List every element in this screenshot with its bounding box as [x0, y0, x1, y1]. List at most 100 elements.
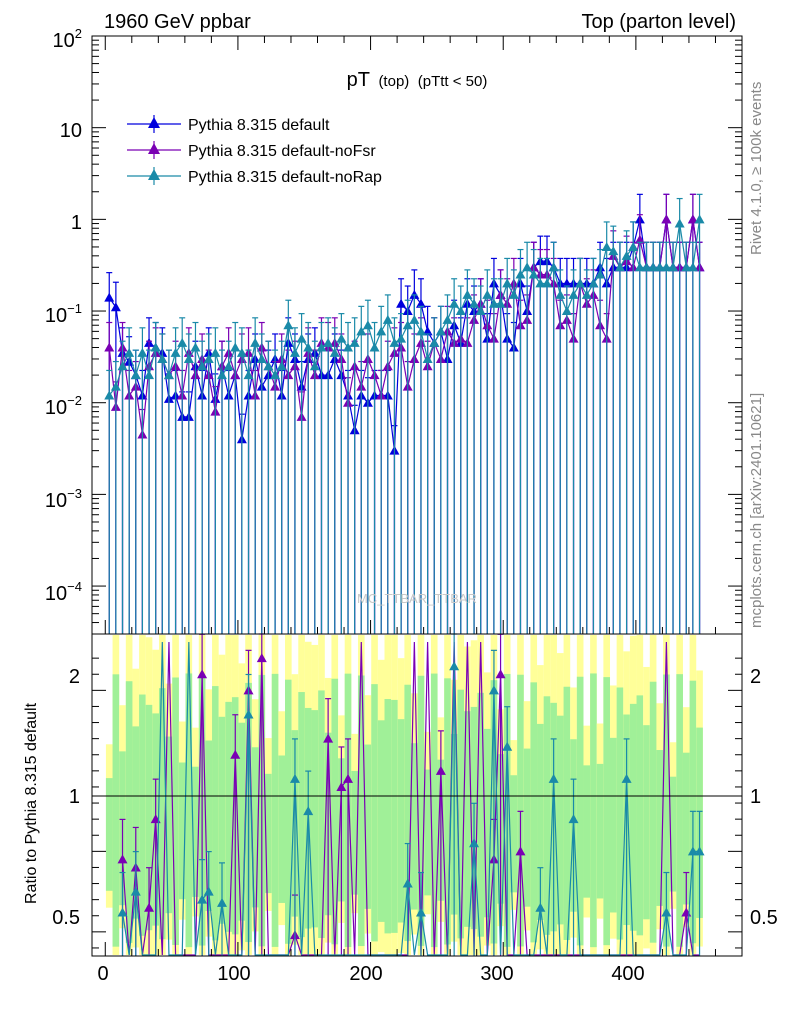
ratio-point-noFsr-12: [197, 669, 208, 679]
ratio-uncertainty-bands: [105, 635, 703, 955]
ratio-point-noRap-76: [621, 773, 632, 783]
point-noRap-28: [289, 347, 300, 357]
point-noRap-61: [508, 289, 519, 299]
ratio-line-noRap: [121, 642, 700, 956]
point-default-0: [104, 292, 115, 302]
point-noRap-69: [561, 306, 572, 316]
band-green-12: [185, 673, 193, 948]
point-default-69: [561, 278, 572, 288]
point-noRap-42: [382, 314, 393, 324]
point-noRap-34: [329, 347, 340, 357]
band-green-18: [225, 701, 232, 932]
band-green-56: [477, 692, 484, 937]
point-noRap-56: [475, 306, 486, 316]
band-green-1: [112, 674, 120, 947]
ratio-ytick-2: 2: [69, 666, 80, 688]
point-noRap-51: [442, 314, 453, 324]
band-green-10: [172, 677, 179, 945]
point-noRap-68: [555, 289, 566, 299]
point-noRap-60: [502, 278, 513, 288]
band-green-71: [576, 676, 584, 946]
point-noRap-33: [323, 337, 334, 347]
ratio-point-noFsr-34: [343, 773, 354, 783]
axes-ticks: [92, 36, 742, 956]
ratio-point-noRap-0: [117, 907, 128, 917]
ratio-point-noFsr-48: [435, 765, 446, 775]
point-noRap-9: [163, 370, 174, 380]
band-green-77: [616, 687, 624, 940]
point-noRap-65: [535, 278, 546, 288]
ratio-point-noRap-43: [402, 878, 413, 888]
point-noRap-27: [283, 320, 294, 330]
point-noRap-20: [236, 347, 247, 357]
point-noRap-79: [628, 241, 639, 251]
point-noRap-11: [177, 337, 188, 347]
point-default-48: [422, 326, 433, 336]
legend-item-noRap: Pythia 8.315 default-noRap: [127, 167, 382, 186]
point-noRap-31: [309, 361, 320, 371]
band-green-17: [218, 716, 226, 924]
ratio-point-noRap-82: [661, 907, 672, 917]
band-green-4: [132, 726, 140, 919]
ratio-point-noRap-58: [502, 741, 513, 751]
point-default-47: [415, 298, 426, 308]
point-noRap-8: [157, 353, 168, 363]
header-right: Top (parton level): [581, 11, 736, 33]
legend: Pythia 8.315 default Pythia 8.315 defaul…: [127, 115, 382, 186]
legend-marker-noRap: [148, 169, 160, 180]
band-green-76: [610, 737, 617, 913]
legend-label-noRap: Pythia 8.315 default-noRap: [188, 169, 382, 186]
point-noRap-38: [356, 326, 367, 336]
band-green-85: [669, 776, 677, 892]
ratio-point-noRap-63: [535, 902, 546, 912]
band-green-26: [278, 755, 286, 903]
band-green-27: [285, 679, 292, 944]
band-green-29: [298, 692, 305, 938]
point-noRap-0: [104, 390, 115, 400]
header-left: 1960 GeV ppbar: [104, 11, 251, 33]
point-noRap-82: [648, 262, 659, 272]
band-green-41: [377, 720, 385, 922]
band-green-5: [139, 694, 146, 936]
point-noRap-66: [542, 278, 552, 288]
band-green-73: [590, 673, 597, 948]
point-noRap-49: [429, 337, 440, 347]
band-green-39: [364, 744, 372, 909]
band-green-72: [583, 765, 591, 898]
point-noRap-24: [263, 361, 274, 371]
point-noRap-52: [449, 298, 460, 308]
legend-item-default: Pythia 8.315 default: [127, 115, 330, 134]
point-noRap-41: [376, 326, 387, 336]
point-noRap-89: [694, 214, 705, 224]
point-noRap-37: [349, 337, 360, 347]
point-noRap-80: [634, 262, 645, 272]
point-noRap-47: [415, 326, 426, 336]
band-green-68: [556, 715, 564, 925]
point-noRap-17: [217, 370, 227, 380]
band-green-84: [663, 674, 670, 947]
point-noRap-83: [654, 262, 665, 272]
band-green-66: [543, 696, 551, 935]
point-noRap-6: [144, 370, 155, 380]
point-noRap-5: [137, 347, 148, 357]
point-noRap-45: [402, 320, 413, 330]
ratio-point-noFsr-57: [495, 669, 506, 679]
band-green-61: [510, 775, 518, 893]
point-noRap-62: [515, 269, 526, 279]
ratio-ytick-right-2: 2: [750, 666, 761, 688]
point-noRap-22: [250, 337, 261, 347]
band-green-20: [238, 722, 246, 921]
ratio-series-group: [117, 633, 705, 956]
legend-marker-noFsr: [148, 143, 160, 154]
ratio-point-noRap-15: [217, 897, 227, 907]
point-noRap-39: [362, 320, 373, 330]
band-green-81: [643, 725, 650, 920]
band-green-46: [411, 743, 418, 910]
ratio-point-noRap-53: [469, 838, 480, 848]
ratio-point-noRap-56: [488, 685, 499, 695]
point-noRap-19: [230, 342, 241, 352]
band-green-40: [371, 684, 378, 942]
chart-title-sub: (top): [378, 73, 409, 90]
point-noRap-23: [256, 353, 267, 363]
xtick-label-0: 0: [97, 963, 108, 985]
